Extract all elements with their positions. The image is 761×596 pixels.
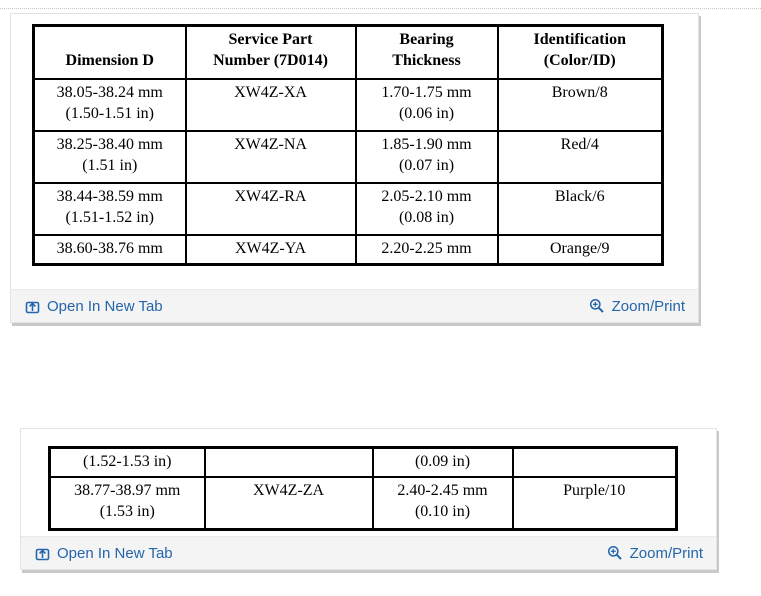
cell-thickness: (0.09 in): [371, 446, 514, 478]
table-row: 38.25-38.40 mm (1.51 in) XW4Z-NA 1.85-1.…: [32, 130, 664, 184]
col-header-dimension-d: Dimension D: [32, 24, 187, 80]
col-header-bearing-thickness: Bearing Thickness: [354, 24, 499, 80]
zoom-print-label: Zoom/Print: [611, 297, 685, 315]
zoom-print-link[interactable]: Zoom/Print: [607, 545, 703, 562]
cell-thickness: 1.70-1.75 mm (0.06 in): [354, 78, 499, 132]
cell-thickness: 1.85-1.90 mm (0.07 in): [354, 130, 499, 184]
open-in-new-tab-icon: [25, 301, 40, 313]
table-row: 38.60-38.76 mm XW4Z-YA 2.20-2.25 mm Oran…: [32, 234, 664, 266]
panel-2-actions-bar: Open In New Tab Zoom/Print: [21, 536, 716, 569]
header-row: Dimension D Service Part Number (7D014) …: [32, 24, 664, 80]
cell-thickness: 2.05-2.10 mm (0.08 in): [354, 182, 499, 236]
table-row: (1.52-1.53 in) (0.09 in): [48, 446, 678, 478]
bearing-spec-table-1: Dimension D Service Part Number (7D014) …: [32, 24, 664, 266]
cell-identification: Purple/10: [511, 476, 678, 530]
cell-part-number: XW4Z-ZA: [203, 476, 374, 530]
cell-identification: Black/6: [496, 182, 664, 236]
cell-dimension: 38.77-38.97 mm (1.53 in): [48, 476, 206, 530]
cell-identification: Red/4: [496, 130, 664, 184]
open-in-new-tab-icon: [35, 548, 50, 560]
open-in-new-tab-label: Open In New Tab: [47, 297, 163, 315]
cell-dimension: 38.05-38.24 mm (1.50-1.51 in): [32, 78, 187, 132]
cell-dimension: 38.25-38.40 mm (1.51 in): [32, 130, 187, 184]
open-in-new-tab-link[interactable]: Open In New Tab: [35, 545, 173, 562]
zoom-print-link[interactable]: Zoom/Print: [589, 298, 685, 315]
cell-identification: Orange/9: [496, 234, 664, 266]
spec-table-panel-2: (1.52-1.53 in) (0.09 in) 38.77-38.97 mm …: [20, 428, 717, 570]
cell-part-number: XW4Z-YA: [184, 234, 357, 266]
table-row: 38.05-38.24 mm (1.50-1.51 in) XW4Z-XA 1.…: [32, 78, 664, 132]
panel-1-actions-bar: Open In New Tab Zoom/Print: [11, 289, 698, 322]
cell-dimension: (1.52-1.53 in): [48, 446, 206, 478]
bearing-spec-table-2: (1.52-1.53 in) (0.09 in) 38.77-38.97 mm …: [48, 446, 678, 531]
spec-table-panel-1: Dimension D Service Part Number (7D014) …: [10, 13, 699, 323]
open-in-new-tab-label: Open In New Tab: [57, 544, 173, 562]
cell-part-number: XW4Z-RA: [184, 182, 357, 236]
cell-thickness: 2.40-2.45 mm (0.10 in): [371, 476, 514, 530]
cell-part-number: XW4Z-NA: [184, 130, 357, 184]
zoom-print-label: Zoom/Print: [629, 544, 703, 562]
cell-part-number: [203, 446, 374, 478]
top-divider: [0, 8, 761, 9]
cell-identification: Brown/8: [496, 78, 664, 132]
cell-thickness: 2.20-2.25 mm: [354, 234, 499, 266]
col-header-identification: Identification (Color/ID): [496, 24, 664, 80]
cell-identification: [511, 446, 678, 478]
cell-dimension: 38.44-38.59 mm (1.51-1.52 in): [32, 182, 187, 236]
zoom-magnifier-icon: [607, 545, 622, 560]
open-in-new-tab-link[interactable]: Open In New Tab: [25, 298, 163, 315]
cell-part-number: XW4Z-XA: [184, 78, 357, 132]
cell-dimension: 38.60-38.76 mm: [32, 234, 187, 266]
zoom-magnifier-icon: [589, 298, 604, 313]
col-header-service-part-number: Service Part Number (7D014): [184, 24, 357, 80]
table-row: 38.77-38.97 mm (1.53 in) XW4Z-ZA 2.40-2.…: [48, 476, 678, 530]
table-row: 38.44-38.59 mm (1.51-1.52 in) XW4Z-RA 2.…: [32, 182, 664, 236]
